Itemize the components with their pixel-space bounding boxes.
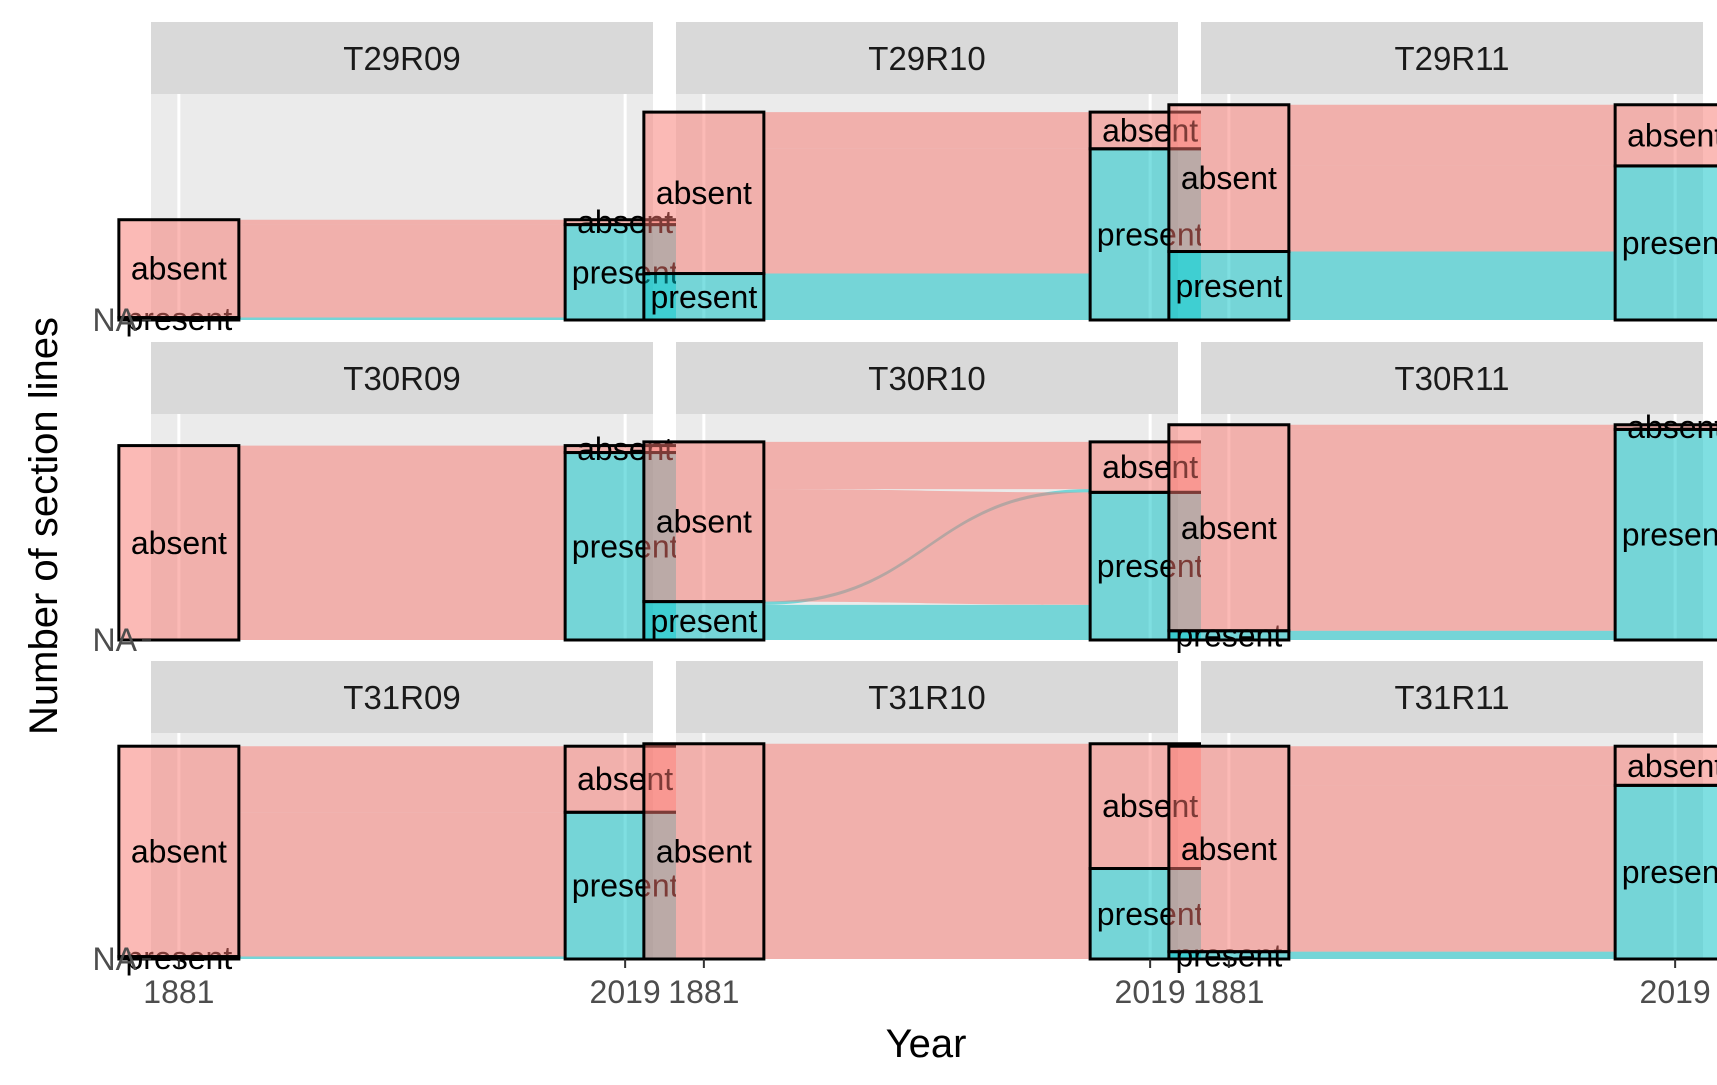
y-tick-label: NA <box>93 941 138 977</box>
facet-strip <box>1201 661 1703 733</box>
y-tick-label: NA <box>93 302 138 338</box>
flow-absent-to-absent <box>1288 104 1616 166</box>
facet-strip <box>151 22 653 94</box>
facet-strip-label: T31R10 <box>868 679 985 716</box>
x-tick-label: 2019 <box>1115 974 1186 1010</box>
stratum-present-1881 <box>642 272 766 322</box>
stratum-present-2019 <box>1613 427 1717 642</box>
stratum-label-absent-1881: absent <box>1181 160 1277 196</box>
stratum-label-present-2019: present <box>1622 854 1717 890</box>
x-tick-label: 1881 <box>668 974 739 1010</box>
stratum-label-present-2019: present <box>1622 225 1717 261</box>
stratum-absent-2019 <box>1613 103 1717 168</box>
facet-strip-label: T29R09 <box>343 40 460 77</box>
flow-absent-to-present <box>1288 429 1616 631</box>
flow-absent-to-absent <box>238 219 566 225</box>
flow-absent-to-present <box>1288 165 1616 252</box>
flow-absent-to-absent <box>763 743 1091 869</box>
facet-strip <box>676 342 1178 414</box>
facet-panel: T31R11presentabsentpresentabsent18812019 <box>1167 661 1717 1010</box>
stratum-absent-2019 <box>1613 423 1717 431</box>
flow-absent-to-present <box>763 148 1091 274</box>
x-tick-label: 2019 <box>590 974 661 1010</box>
facet-strip-label: T29R11 <box>1395 40 1510 77</box>
flow-absent-to-present <box>1288 785 1616 952</box>
stratum-label-absent-1881: absent <box>656 833 752 869</box>
facet-strip-label: T29R10 <box>868 40 985 77</box>
stratum-absent-1881 <box>642 440 766 604</box>
flow-present-to-present <box>238 956 566 959</box>
stratum-label-absent-1881: absent <box>131 251 227 287</box>
flow-absent-to-present <box>238 224 566 318</box>
facet-strip <box>676 661 1178 733</box>
stratum-label-present-1881: present <box>1175 268 1282 304</box>
flow-absent-to-absent <box>238 445 566 453</box>
stratum-label-absent-2019: absent <box>1627 748 1717 784</box>
flow-present-to-present <box>1288 630 1616 640</box>
flow-absent-to-present <box>763 489 1091 605</box>
stratum-label-present-1881: present <box>650 603 757 639</box>
flow-absent-to-present <box>238 812 566 957</box>
flow-present-to-present <box>763 273 1091 320</box>
x-axis-title: Year <box>886 1022 967 1066</box>
stratum-label-absent-1881: absent <box>656 175 752 211</box>
facet-strip-label: T30R10 <box>868 360 985 397</box>
stratum-absent-1881 <box>1167 423 1291 633</box>
facet-strip <box>151 661 653 733</box>
stratum-label-absent-1881: absent <box>1181 510 1277 546</box>
facet-strip-label: T31R09 <box>343 679 460 716</box>
stratum-label-absent-2019: absent <box>1627 117 1717 153</box>
facet-panel: T31R09presentabsentpresentabsentNA188120… <box>93 661 687 1010</box>
facet-strip <box>1201 342 1703 414</box>
facet-strip-label: T31R11 <box>1395 679 1510 716</box>
flow-absent-to-absent <box>763 441 1091 490</box>
y-axis-title: Number of section lines <box>22 317 66 735</box>
flow-present-to-present <box>1288 951 1616 959</box>
flow-absent-to-absent <box>1288 424 1616 430</box>
flow-absent-to-absent <box>763 112 1091 149</box>
stratum-label-absent-1881: absent <box>1181 831 1277 867</box>
stratum-absent-1881 <box>1167 103 1291 254</box>
stratum-present-1881 <box>1167 250 1291 322</box>
stratum-label-present-1881: present <box>650 279 757 315</box>
stratum-label-absent-2019: absent <box>1627 409 1717 445</box>
flow-absent-to-present <box>238 452 566 640</box>
stratum-absent-1881 <box>642 110 766 276</box>
facet-panel: T29R09presentabsentpresentabsentNA <box>93 22 687 338</box>
stratum-absent-1881 <box>642 742 766 961</box>
stratum-absent-1881 <box>117 744 241 959</box>
facet-strip-label: T30R09 <box>343 360 460 397</box>
facet-strip <box>151 342 653 414</box>
flow-present-to-present <box>763 604 1091 640</box>
facet-panel: T29R11 present absent present absent <box>1167 22 1717 322</box>
stratum-label-absent-1881: absent <box>131 833 227 869</box>
y-tick-label: NA <box>93 622 138 658</box>
flow-present-to-present <box>238 317 566 320</box>
flow-absent-to-absent <box>238 746 566 813</box>
facet-strip-label: T30R11 <box>1395 360 1510 397</box>
stratum-absent-1881 <box>117 444 241 642</box>
flow-absent-to-present <box>763 868 1091 959</box>
facet-strip <box>1201 22 1703 94</box>
x-tick-label: 1881 <box>1193 974 1264 1010</box>
stratum-label-absent-1881: absent <box>131 525 227 561</box>
stratum-label-absent-1881: absent <box>656 504 752 540</box>
facet-panels: T29R09 present absent present absent NA T29R10… <box>93 22 1717 1010</box>
x-tick-label: 2019 <box>1640 974 1711 1010</box>
stratum-label-present-2019: present <box>1622 517 1717 553</box>
stratum-absent-1881 <box>117 218 241 320</box>
flow-present-to-present <box>1288 251 1616 320</box>
stratum-absent-1881 <box>1167 744 1291 954</box>
flow-absent-to-absent <box>1288 746 1616 786</box>
facet-panel: T30R11presentabsentpresentabsent <box>1167 342 1717 653</box>
stratum-present-2019 <box>1613 164 1717 322</box>
facet-strip <box>676 22 1178 94</box>
x-tick-label: 1881 <box>143 974 214 1010</box>
stratum-absent-2019 <box>1613 744 1717 787</box>
